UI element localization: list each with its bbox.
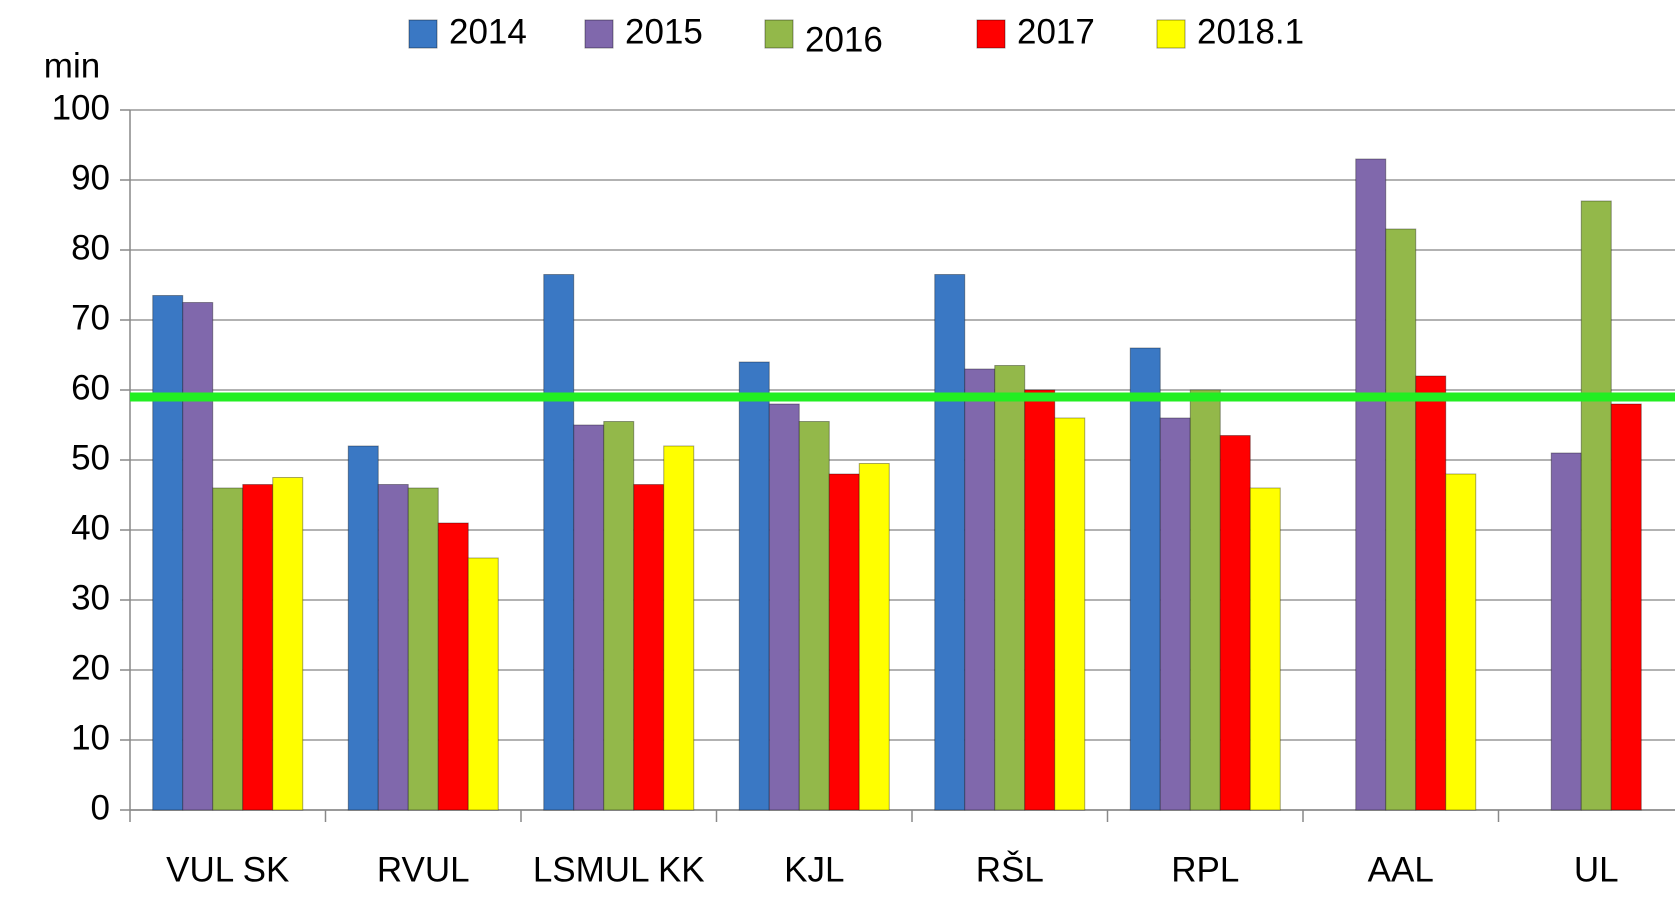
x-tick-label: KJL bbox=[784, 850, 844, 889]
bar bbox=[934, 274, 966, 811]
bar bbox=[828, 473, 860, 811]
bar bbox=[738, 361, 770, 811]
legend-label: 2017 bbox=[1017, 12, 1095, 51]
bar bbox=[994, 365, 1026, 811]
y-tick-label: 10 bbox=[71, 718, 110, 757]
y-tick-label: 90 bbox=[71, 158, 110, 197]
bar bbox=[1219, 435, 1251, 811]
bar bbox=[858, 463, 890, 811]
legend-label: 2016 bbox=[805, 20, 883, 59]
bar bbox=[633, 484, 665, 811]
legend-label: 2015 bbox=[625, 12, 703, 51]
legend-swatch bbox=[1156, 19, 1186, 49]
bar bbox=[182, 302, 214, 811]
bar bbox=[1249, 487, 1281, 811]
bar bbox=[1385, 228, 1417, 811]
bar bbox=[1580, 200, 1612, 811]
y-tick-label: 20 bbox=[71, 648, 110, 687]
bar bbox=[152, 295, 184, 811]
bar bbox=[1415, 375, 1447, 811]
bar bbox=[768, 403, 800, 811]
bar bbox=[242, 484, 274, 811]
bar bbox=[212, 487, 244, 811]
bar bbox=[407, 487, 439, 811]
bar bbox=[573, 424, 605, 811]
bar bbox=[437, 522, 469, 811]
y-tick-label: 100 bbox=[52, 88, 110, 127]
y-tick-label: 50 bbox=[71, 438, 110, 477]
bar bbox=[272, 477, 304, 811]
bar bbox=[467, 557, 499, 811]
legend-swatch bbox=[584, 19, 614, 49]
legend-swatch bbox=[408, 19, 438, 49]
bar bbox=[1054, 417, 1086, 811]
legend-label: 2014 bbox=[449, 12, 527, 51]
x-tick-label: VUL SK bbox=[166, 850, 289, 889]
bar bbox=[1355, 158, 1387, 811]
x-tick-label: RVUL bbox=[377, 850, 470, 889]
x-tick-label: UL bbox=[1574, 850, 1619, 889]
bar bbox=[1024, 389, 1056, 811]
bar bbox=[377, 484, 409, 811]
x-tick-label: LSMUL KK bbox=[533, 850, 705, 889]
bar bbox=[603, 421, 635, 811]
bar bbox=[543, 274, 575, 811]
y-tick-label: 30 bbox=[71, 578, 110, 617]
legend-label: 2018.1 bbox=[1197, 12, 1304, 51]
bar bbox=[1159, 417, 1191, 811]
bar bbox=[1610, 403, 1642, 811]
bar bbox=[663, 445, 695, 811]
bar bbox=[1550, 452, 1582, 811]
y-tick-label: 0 bbox=[91, 788, 110, 827]
y-tick-label: 40 bbox=[71, 508, 110, 547]
y-tick-label: 80 bbox=[71, 228, 110, 267]
bar bbox=[798, 421, 830, 811]
x-tick-label: RŠL bbox=[976, 850, 1044, 889]
legend-swatch bbox=[976, 19, 1006, 49]
y-tick-label: 60 bbox=[71, 368, 110, 407]
bar bbox=[1129, 347, 1161, 811]
bar bbox=[1189, 389, 1221, 811]
y-tick-label: 70 bbox=[71, 298, 110, 337]
bar bbox=[964, 368, 996, 811]
bar bbox=[347, 445, 379, 811]
legend-swatch bbox=[764, 19, 794, 49]
x-tick-label: RPL bbox=[1171, 850, 1239, 889]
y-unit: min bbox=[44, 46, 100, 85]
x-tick-label: AAL bbox=[1368, 850, 1434, 889]
bar bbox=[1445, 473, 1477, 811]
